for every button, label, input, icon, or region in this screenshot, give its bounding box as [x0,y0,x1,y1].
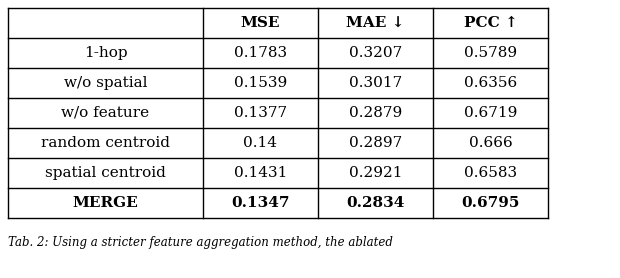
Text: random centroid: random centroid [41,136,170,150]
Text: spatial centroid: spatial centroid [45,166,166,180]
Text: 0.1539: 0.1539 [234,76,287,90]
Text: 0.2921: 0.2921 [348,166,402,180]
Text: w/o spatial: w/o spatial [64,76,148,90]
Text: 0.6795: 0.6795 [461,196,520,210]
Text: 0.6356: 0.6356 [464,76,517,90]
Text: PCC ↑: PCC ↑ [464,16,517,30]
Text: w/o feature: w/o feature [61,106,149,120]
Text: 0.1783: 0.1783 [234,46,287,60]
Text: 0.1347: 0.1347 [231,196,290,210]
Text: 0.3017: 0.3017 [349,76,402,90]
Text: 0.666: 0.666 [469,136,512,150]
Text: 0.2879: 0.2879 [349,106,402,120]
Text: MERGE: MERGE [73,196,138,210]
Text: 0.1377: 0.1377 [234,106,287,120]
Text: 0.2834: 0.2834 [347,196,405,210]
Text: 1-hop: 1-hop [84,46,127,60]
Text: 0.14: 0.14 [244,136,278,150]
Text: MSE: MSE [241,16,280,30]
Text: MAE ↓: MAE ↓ [347,16,405,30]
Text: 0.6719: 0.6719 [464,106,517,120]
Text: 0.5789: 0.5789 [464,46,517,60]
Text: 0.2897: 0.2897 [349,136,402,150]
Text: 0.6583: 0.6583 [464,166,517,180]
Text: 0.3207: 0.3207 [349,46,402,60]
Text: Tab. 2: Using a stricter feature aggregation method, the ablated: Tab. 2: Using a stricter feature aggrega… [8,236,393,249]
Text: 0.1431: 0.1431 [234,166,287,180]
